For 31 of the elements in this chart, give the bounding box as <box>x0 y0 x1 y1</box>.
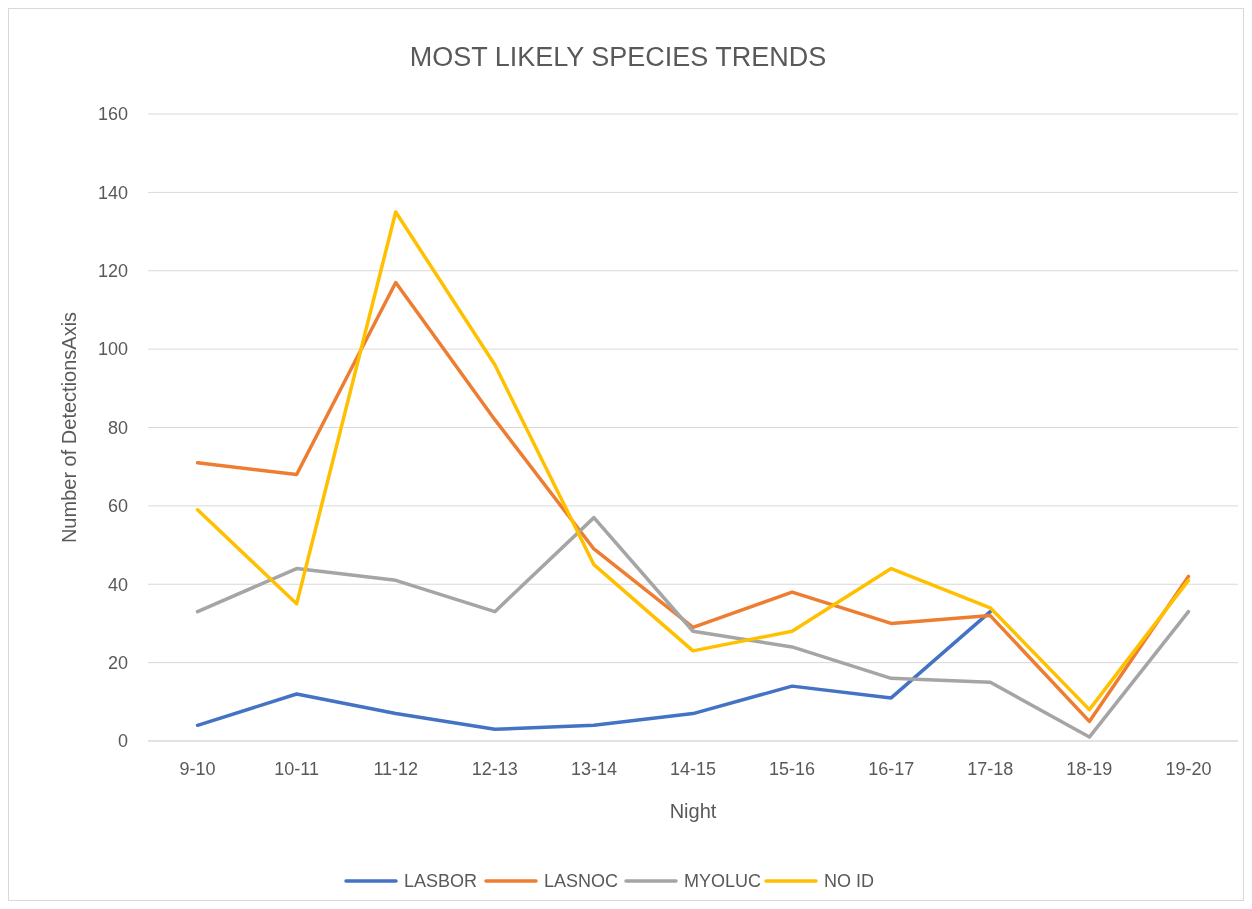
x-tick-label: 19-20 <box>1165 759 1212 779</box>
y-tick-label: 40 <box>107 574 128 595</box>
y-tick-label: 160 <box>97 104 128 125</box>
y-tick-label: 0 <box>117 731 128 752</box>
line-series <box>195 609 993 731</box>
line-series <box>195 515 1191 739</box>
x-tick-label: 12-13 <box>471 759 518 779</box>
y-tick-label: 60 <box>107 496 128 517</box>
y-tick-label: 140 <box>97 182 128 203</box>
x-tick-label: 10-11 <box>274 759 319 779</box>
legend-label: NO ID <box>824 871 875 892</box>
line-series <box>195 210 1191 712</box>
y-tick-label: 20 <box>107 652 128 673</box>
legend-label: LASNOC <box>544 871 619 892</box>
y-tick-label: 100 <box>97 339 128 360</box>
legend-label: MYOLUC <box>684 871 762 892</box>
x-tick-label: 17-18 <box>967 759 1014 779</box>
y-tick-label: 120 <box>97 261 128 282</box>
x-tick-label: 13-14 <box>570 759 617 779</box>
x-axis-title: Night <box>669 800 717 822</box>
x-tick-label: 18-19 <box>1066 759 1113 779</box>
x-tick-label: 15-16 <box>769 759 816 779</box>
chart-title: MOST LIKELY SPECIES TRENDS <box>409 42 827 72</box>
x-tick-label: 9-10 <box>179 759 216 779</box>
line-series <box>195 280 1191 724</box>
x-tick-label: 16-17 <box>868 759 915 779</box>
x-tick-label: 14-15 <box>669 759 717 779</box>
y-tick-label: 80 <box>107 417 128 438</box>
legend-label: LASBOR <box>404 871 478 892</box>
x-tick-label: 11-12 <box>373 759 419 779</box>
y-axis-title: Number of DetectionsAxis <box>58 311 80 544</box>
